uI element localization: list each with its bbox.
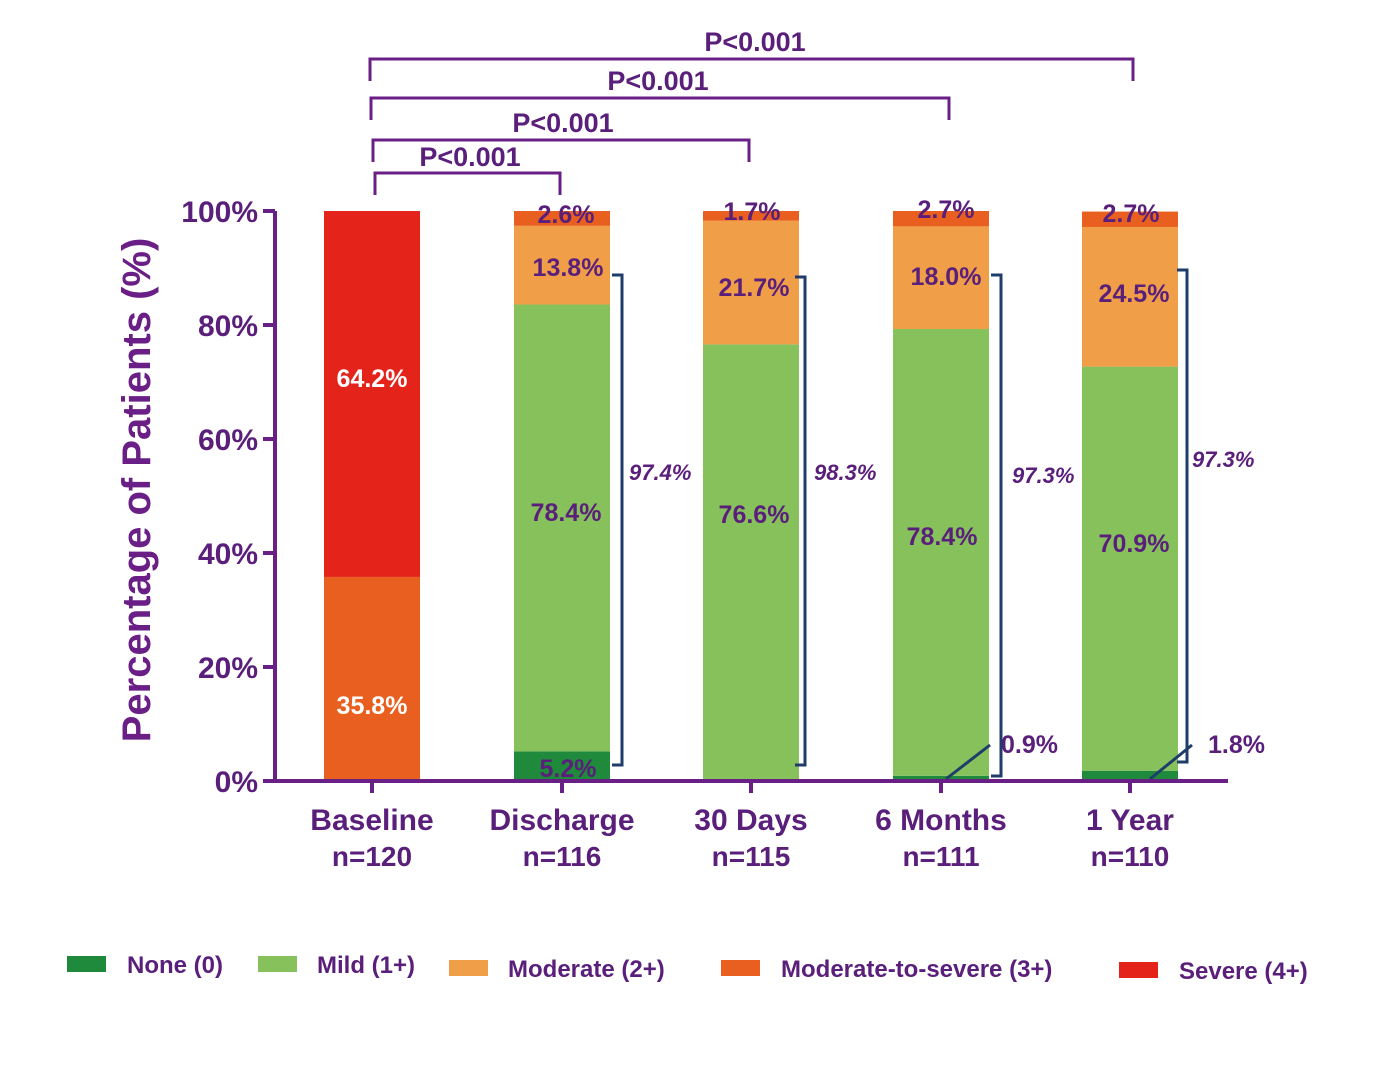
bracket-line xyxy=(991,273,1003,778)
bracket-line xyxy=(612,273,624,767)
y-tick-label: 100% xyxy=(181,196,258,229)
bracket-line xyxy=(1177,268,1189,764)
x-tick-label: Baseline xyxy=(310,804,433,837)
legend-swatch xyxy=(449,960,488,976)
bar-segment xyxy=(703,344,799,781)
legend-label: Moderate-to-severe (3+) xyxy=(781,956,1052,983)
x-tick-n-label: n=111 xyxy=(902,841,979,872)
bar-segment xyxy=(1082,770,1178,781)
legend-swatch xyxy=(67,956,106,972)
segment-label: 21.7% xyxy=(719,274,790,302)
bar-segment xyxy=(893,328,989,776)
bracket-line xyxy=(795,275,807,767)
segment-label: 2.6% xyxy=(538,201,595,229)
x-tick-n-label: n=110 xyxy=(1091,841,1170,872)
bar-segment xyxy=(324,211,420,577)
bar-segment xyxy=(514,211,610,226)
x-tick-n-label: n=115 xyxy=(712,841,791,872)
bar-segment xyxy=(1082,226,1178,367)
bar-segment xyxy=(1082,211,1178,227)
bracket-label: 97.3% xyxy=(1012,463,1074,488)
comparison-bracket xyxy=(368,57,1135,81)
bar-segment xyxy=(893,226,989,329)
bar-segment xyxy=(703,211,799,221)
legend: None (0) Mild (1+) Moderate (2+) Moderate-t… xyxy=(67,952,1308,985)
comparison-label: P<0.001 xyxy=(512,108,613,138)
callout-label: 1.8% xyxy=(1208,731,1265,759)
bracket-label: 98.3% xyxy=(814,460,876,485)
comparison-bracket xyxy=(369,96,951,120)
y-tick-label: 40% xyxy=(198,538,258,571)
comparison-label: P<0.001 xyxy=(607,66,708,96)
x-tick-n-label: n=116 xyxy=(523,841,602,872)
bar-segment xyxy=(514,751,610,781)
segment-label: 76.6% xyxy=(719,501,790,529)
segment-label: 2.7% xyxy=(1103,200,1160,228)
segment-label: 24.5% xyxy=(1099,280,1170,308)
bracket-label: 97.4% xyxy=(629,460,691,485)
callout-label: 0.9% xyxy=(1001,731,1058,759)
y-tick-label: 60% xyxy=(198,424,258,457)
bar-segment xyxy=(893,211,989,227)
segment-label: 78.4% xyxy=(907,523,978,551)
comparison-label: P<0.001 xyxy=(419,142,520,172)
bar-segment xyxy=(1082,366,1178,771)
segment-label: 78.4% xyxy=(531,499,602,527)
segment-label: 5.2% xyxy=(540,755,597,783)
y-axis-title: Percentage of Patients (%) xyxy=(115,238,159,743)
segment-label: 18.0% xyxy=(911,263,982,291)
bracket-label: 97.3% xyxy=(1192,447,1254,472)
segment-label: 13.8% xyxy=(533,254,604,282)
legend-label: None (0) xyxy=(127,952,223,979)
legend-swatch xyxy=(1119,962,1158,978)
x-tick-label: 30 Days xyxy=(694,804,807,837)
brackets-layer: 97.4% 98.3% 97.3% 97.3% xyxy=(612,268,1254,778)
comparison-bracket xyxy=(371,138,751,162)
bar-segment xyxy=(703,220,799,345)
bars-layer: 35.8% 64.2% 5.2% 78.4% 13.8% 2.6% 76.6% 21.7% 1.… xyxy=(324,196,1265,783)
legend-swatch xyxy=(258,956,297,972)
y-tick-label: 20% xyxy=(198,652,258,685)
y-tick-label: 0% xyxy=(215,766,258,799)
y-tick-label: 80% xyxy=(198,310,258,343)
x-tick-label: 1 Year xyxy=(1086,804,1174,837)
bar-segment xyxy=(514,225,610,305)
comparison-bracket xyxy=(373,171,562,195)
x-tick-n-label: n=120 xyxy=(332,841,412,872)
comparisons-layer: P<0.001 P<0.001 P<0.001 P<0.001 xyxy=(368,27,1135,195)
segment-label: 70.9% xyxy=(1099,530,1170,558)
segment-label: 64.2% xyxy=(337,365,408,393)
legend-label: Mild (1+) xyxy=(317,952,415,979)
callout-line xyxy=(945,743,991,781)
callout-line xyxy=(1149,743,1193,781)
x-tick-label: 6 Months xyxy=(875,804,1007,837)
bar-segment xyxy=(893,775,989,781)
bar-segment xyxy=(324,576,420,781)
legend-swatch xyxy=(721,960,760,976)
segment-label: 35.8% xyxy=(337,692,408,720)
segment-label: 1.7% xyxy=(724,198,781,226)
x-tick-label: Discharge xyxy=(489,804,634,837)
comparison-label: P<0.001 xyxy=(704,27,805,57)
legend-label: Severe (4+) xyxy=(1179,958,1308,985)
legend-label: Moderate (2+) xyxy=(508,956,665,983)
axes-layer: 0% 20% 40% 60% 80% 100% Baseline n=120 Discharge… xyxy=(181,196,1228,872)
segment-label: 2.7% xyxy=(918,196,975,224)
bar-segment xyxy=(514,304,610,752)
